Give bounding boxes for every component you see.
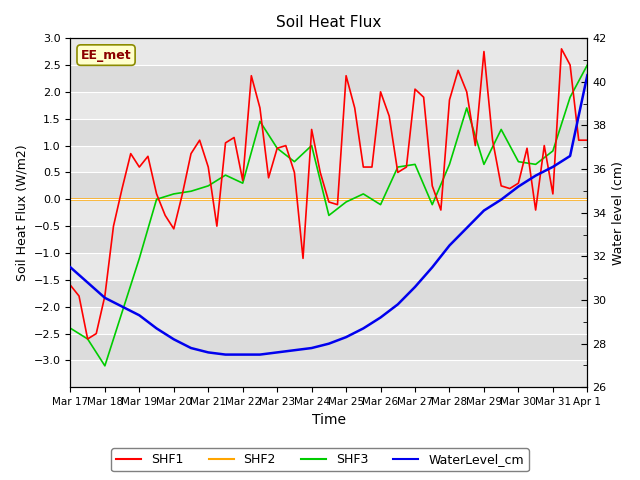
Bar xyxy=(70,145,588,172)
Bar xyxy=(70,280,588,307)
Bar xyxy=(70,253,588,280)
Text: EE_met: EE_met xyxy=(81,48,131,61)
X-axis label: Time: Time xyxy=(312,413,346,427)
Bar xyxy=(70,307,588,334)
Y-axis label: Water level (cm): Water level (cm) xyxy=(612,161,625,264)
Y-axis label: Soil Heat Flux (W/m2): Soil Heat Flux (W/m2) xyxy=(15,144,28,281)
Bar xyxy=(70,65,588,92)
Bar xyxy=(70,199,588,226)
Bar xyxy=(70,172,588,199)
Bar xyxy=(70,226,588,253)
Bar xyxy=(70,334,588,360)
Bar xyxy=(70,38,588,65)
Title: Soil Heat Flux: Soil Heat Flux xyxy=(276,15,381,30)
Legend: SHF1, SHF2, SHF3, WaterLevel_cm: SHF1, SHF2, SHF3, WaterLevel_cm xyxy=(111,448,529,471)
Bar xyxy=(70,119,588,145)
Bar xyxy=(70,92,588,119)
